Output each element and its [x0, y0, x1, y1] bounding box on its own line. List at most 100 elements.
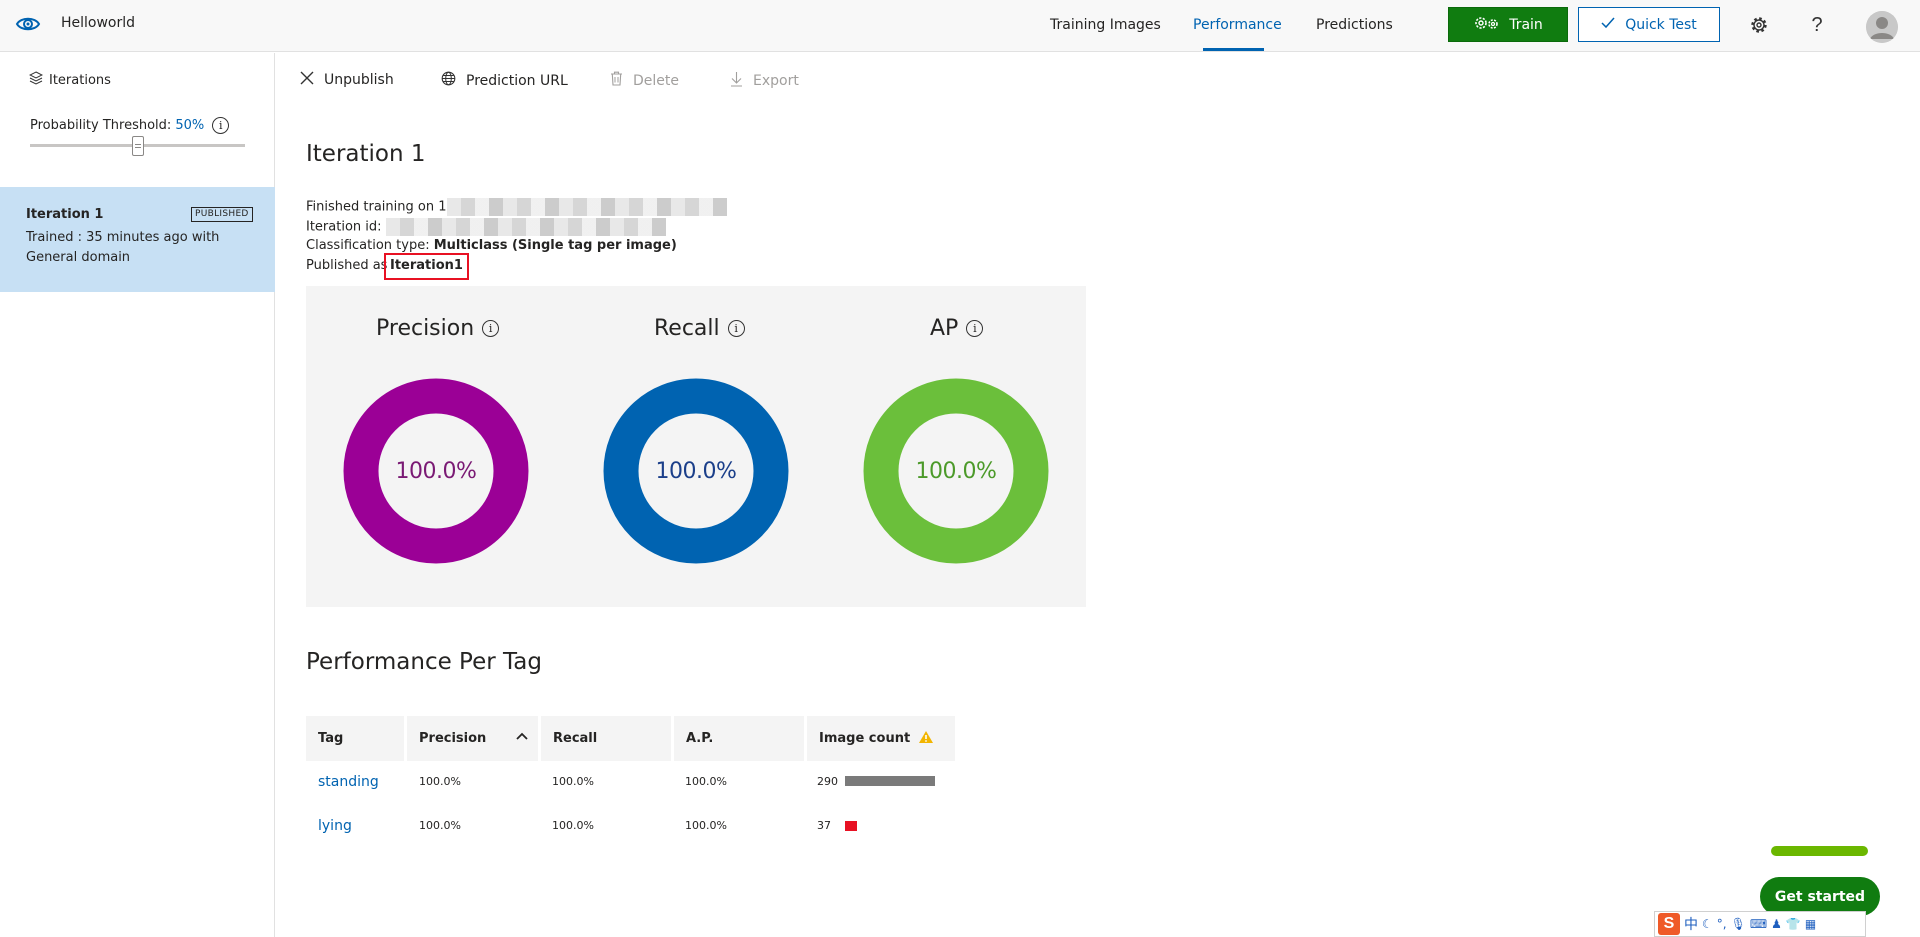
ap-heading: AP i: [930, 316, 984, 341]
ap-donut: 100.0%: [863, 378, 1049, 564]
column-label: Tag: [318, 731, 344, 746]
column-header-tag[interactable]: Tag: [306, 716, 404, 761]
export-button[interactable]: Export: [730, 71, 799, 91]
skin-icon[interactable]: 👕: [1785, 917, 1801, 931]
precision-label: Precision: [376, 316, 475, 341]
recall-heading: Recall i: [654, 316, 745, 341]
info-icon[interactable]: i: [212, 117, 230, 134]
info-icon[interactable]: i: [482, 320, 500, 337]
image-count-bar: [845, 776, 935, 786]
metrics-panel: Precision i Recall i AP i 100.0% 100.0% …: [306, 286, 1086, 607]
microphone-icon[interactable]: 🎙: [1730, 917, 1746, 931]
cell-image-count: 37: [817, 819, 831, 832]
precision-donut: 100.0%: [343, 378, 529, 564]
ime-mode-label[interactable]: 中: [1684, 917, 1698, 933]
column-label: A.P.: [686, 731, 714, 746]
performance-per-tag-title: Performance Per Tag: [306, 649, 542, 675]
info-icon[interactable]: i: [727, 320, 745, 337]
classification-type-line: Classification type: Multiclass (Single …: [306, 238, 677, 253]
iteration-list-item[interactable]: Iteration 1 PUBLISHED Trained : 35 minut…: [0, 187, 275, 292]
precision-heading: Precision i: [376, 316, 500, 341]
unpublish-label: Unpublish: [324, 72, 394, 88]
column-header-ap[interactable]: A.P.: [674, 716, 804, 761]
image-count-bar: [845, 821, 857, 831]
classification-value: Multiclass (Single tag per image): [433, 238, 677, 253]
onboarding-progress: [1771, 846, 1868, 856]
cell-precision: 100.0%: [419, 775, 461, 788]
iterations-heading: Iterations: [28, 71, 111, 89]
export-label: Export: [753, 73, 799, 89]
classification-label: Classification type:: [306, 238, 430, 253]
prediction-url-button[interactable]: Prediction URL: [441, 71, 568, 90]
unpublish-button[interactable]: Unpublish: [300, 71, 394, 89]
grid-icon[interactable]: ▦: [1804, 917, 1817, 931]
published-name: Iteration1: [384, 253, 469, 280]
app-title[interactable]: Helloworld: [61, 15, 136, 31]
published-badge: PUBLISHED: [191, 207, 253, 222]
redacted-iteration-id: [385, 218, 666, 236]
recall-value: 100.0%: [655, 458, 737, 484]
cell-ap: 100.0%: [685, 819, 727, 832]
get-started-button[interactable]: Get started: [1760, 877, 1880, 916]
tab-training-images[interactable]: Training Images: [1050, 17, 1161, 33]
finished-training-label: Finished training on: [306, 199, 435, 215]
moon-icon[interactable]: ☾: [1702, 917, 1713, 931]
help-icon[interactable]: ?: [1811, 13, 1823, 36]
published-as-line: Published as: [306, 258, 387, 273]
punctuation-icon[interactable]: °,: [1716, 917, 1727, 931]
sort-ascending-icon[interactable]: [516, 728, 528, 744]
eye-logo-icon[interactable]: [15, 13, 41, 35]
iteration-name: Iteration 1: [26, 207, 104, 222]
ime-toolbar: S 中 ☾ °, 🎙 ⌨ ♟ 👕 ▦: [1654, 911, 1866, 937]
cell-recall: 100.0%: [552, 819, 594, 832]
train-button[interactable]: Train: [1448, 7, 1568, 42]
column-header-image-count[interactable]: Image count: [807, 716, 955, 761]
quick-test-button[interactable]: Quick Test: [1578, 7, 1720, 42]
column-header-recall[interactable]: Recall: [541, 716, 671, 761]
train-label: Train: [1509, 16, 1543, 33]
iteration-description: Trained : 35 minutes ago with General do…: [26, 230, 220, 265]
redacted-date: [446, 198, 727, 216]
delete-button[interactable]: Delete: [610, 71, 679, 90]
finished-training-prefix: 1: [438, 199, 447, 215]
ap-label: AP: [930, 316, 959, 341]
column-label: Image count: [819, 731, 911, 746]
finished-training-line: Finished training on 1: [306, 198, 727, 216]
tab-predictions[interactable]: Predictions: [1316, 17, 1393, 33]
quick-test-label: Quick Test: [1625, 16, 1697, 33]
iteration-id-label: Iteration id:: [306, 219, 382, 235]
threshold-slider-thumb[interactable]: [131, 136, 144, 156]
close-icon: [300, 71, 314, 89]
cell-image-count: 290: [817, 775, 838, 788]
keyboard-icon[interactable]: ⌨: [1749, 917, 1768, 931]
trash-icon: [610, 71, 623, 90]
info-icon[interactable]: i: [966, 320, 984, 337]
top-header: Helloworld Training Images Performance P…: [0, 0, 1920, 52]
column-header-precision[interactable]: Precision: [407, 716, 538, 761]
page-title: Iteration 1: [306, 141, 426, 167]
ime-logo-icon[interactable]: S: [1658, 913, 1680, 935]
avatar[interactable]: [1866, 11, 1898, 43]
prediction-url-label: Prediction URL: [466, 72, 568, 89]
warning-icon[interactable]: [918, 730, 934, 748]
delete-label: Delete: [633, 72, 679, 89]
user-icon[interactable]: ♟: [1771, 917, 1782, 931]
recall-label: Recall: [654, 316, 720, 341]
cell-recall: 100.0%: [552, 775, 594, 788]
tag-link-standing[interactable]: standing: [318, 774, 379, 790]
threshold-label: Probability Threshold:: [30, 118, 172, 133]
published-label: Published as: [306, 258, 388, 273]
threshold-value: 50%: [175, 118, 205, 133]
column-label: Precision: [419, 731, 487, 746]
download-icon: [730, 71, 743, 91]
column-label: Recall: [553, 731, 598, 746]
tab-performance[interactable]: Performance: [1193, 17, 1282, 52]
probability-threshold: Probability Threshold: 50% i: [30, 117, 230, 134]
checkmark-icon: [1601, 17, 1615, 33]
ap-value: 100.0%: [915, 458, 997, 484]
cell-ap: 100.0%: [685, 775, 727, 788]
cell-precision: 100.0%: [419, 819, 461, 832]
tag-link-lying[interactable]: lying: [318, 818, 352, 834]
iterations-heading-label: Iterations: [49, 72, 111, 88]
gear-icon[interactable]: [1748, 14, 1770, 36]
